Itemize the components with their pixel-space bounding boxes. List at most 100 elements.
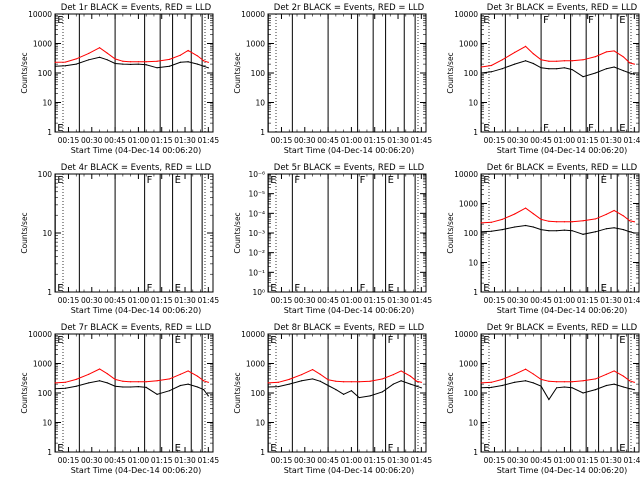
events-point bbox=[114, 62, 116, 65]
lld-point bbox=[501, 59, 503, 61]
y-tick-label: 100 bbox=[251, 69, 266, 78]
events-point bbox=[98, 380, 101, 382]
lld-point bbox=[556, 381, 558, 383]
segment-marker-label: F bbox=[388, 335, 394, 346]
events-point bbox=[196, 386, 199, 388]
series-events-line bbox=[55, 380, 209, 397]
lld-point bbox=[622, 215, 625, 217]
events-point bbox=[122, 63, 124, 65]
events-point bbox=[106, 59, 108, 61]
events-point bbox=[319, 380, 321, 382]
lld-point bbox=[480, 222, 482, 224]
lld-point bbox=[514, 51, 516, 53]
events-point bbox=[122, 386, 124, 388]
events-point bbox=[130, 386, 132, 388]
events-point bbox=[540, 385, 542, 387]
lld-point bbox=[381, 378, 384, 380]
events-point bbox=[64, 387, 66, 389]
y-tick-label: 10000 bbox=[241, 10, 265, 19]
panel-9: Det 9r BLACK = Events, RED = LLD 1 10 100 10… bbox=[446, 323, 640, 475]
events-point bbox=[548, 398, 550, 401]
x-tick-label: 01:30 bbox=[174, 136, 196, 145]
lld-point bbox=[629, 220, 631, 222]
y-tick-label: 10⁻⁵ bbox=[248, 190, 265, 199]
lld-point bbox=[514, 213, 516, 215]
events-point bbox=[613, 66, 615, 68]
events-point bbox=[288, 383, 290, 385]
x-tick-label: 01:45 bbox=[624, 136, 640, 145]
x-tick-label: 01:00 bbox=[128, 136, 150, 145]
lld-point bbox=[187, 370, 189, 372]
lld-point bbox=[400, 370, 402, 372]
events-point bbox=[137, 63, 140, 65]
lld-point bbox=[196, 375, 199, 377]
x-tick-label: 01:15 bbox=[151, 136, 173, 145]
events-point bbox=[622, 229, 625, 231]
lld-point bbox=[64, 61, 66, 63]
segment-marker-label: F bbox=[147, 175, 153, 186]
lld-point bbox=[358, 381, 360, 383]
lld-point bbox=[288, 378, 290, 380]
x-tick-label: 01:00 bbox=[341, 296, 363, 305]
lld-point bbox=[122, 60, 124, 62]
events-point bbox=[514, 381, 516, 383]
events-point bbox=[343, 393, 345, 395]
events-point bbox=[54, 388, 56, 390]
y-tick-label: 100 bbox=[38, 69, 53, 78]
y-tick-label: 1 bbox=[260, 448, 265, 457]
lld-point bbox=[106, 373, 108, 375]
lld-point bbox=[301, 374, 303, 376]
segment-marker-label: E bbox=[175, 335, 181, 346]
y-axis-label: Counts/sec bbox=[20, 212, 29, 253]
x-tick-label: 00:15 bbox=[58, 296, 80, 305]
x-axis-label: Start Time (04-Dec-14 00:06:20) bbox=[497, 466, 628, 475]
lld-point bbox=[203, 60, 205, 62]
events-point bbox=[114, 385, 116, 387]
y-tick-label: 100 bbox=[38, 170, 53, 179]
x-tick-label: 01:45 bbox=[411, 456, 433, 465]
x-tick-label: 01:15 bbox=[577, 136, 599, 145]
y-tick-label: 10⁻² bbox=[248, 249, 265, 258]
events-point bbox=[563, 386, 566, 388]
lld-point bbox=[582, 59, 584, 61]
events-point bbox=[514, 226, 516, 228]
panel-5: Det 5r BLACK = Events, RED = LLD 10⁰ 10⁻¹ 1… bbox=[233, 163, 432, 315]
segment-marker-label: E bbox=[57, 15, 63, 26]
events-point bbox=[563, 67, 566, 69]
events-point bbox=[277, 385, 279, 388]
panel-6: Det 6r BLACK = Events, RED = LLD 1 10 100 10… bbox=[446, 163, 640, 315]
x-tick-label: 00:45 bbox=[530, 456, 552, 465]
events-point bbox=[267, 386, 269, 388]
events-point bbox=[168, 65, 171, 67]
lld-point bbox=[137, 61, 140, 63]
lld-point bbox=[605, 373, 607, 375]
lld-point bbox=[501, 378, 503, 380]
x-tick-label: 01:30 bbox=[387, 296, 409, 305]
lld-point bbox=[582, 220, 584, 222]
events-point bbox=[187, 61, 189, 63]
y-tick-label: 1000 bbox=[246, 360, 265, 369]
events-point bbox=[179, 384, 181, 387]
x-tick-label: 01:30 bbox=[387, 456, 409, 465]
events-point bbox=[145, 386, 147, 388]
lld-point bbox=[556, 60, 558, 62]
panel-1: Det 1r BLACK = Events, RED = LLD 1 10 100 10… bbox=[20, 3, 219, 155]
events-point bbox=[633, 389, 635, 391]
x-tick-label: 00:15 bbox=[271, 296, 293, 305]
series-lld-line bbox=[55, 368, 209, 384]
y-tick-label: 10000 bbox=[454, 170, 478, 179]
y-tick-label: 10000 bbox=[28, 330, 52, 339]
segment-marker-label: E bbox=[483, 443, 489, 454]
x-tick-label: 01:30 bbox=[174, 456, 196, 465]
events-point bbox=[480, 387, 482, 389]
segment-marker-label: E bbox=[270, 335, 276, 346]
x-tick-label: 00:15 bbox=[484, 296, 506, 305]
lld-point bbox=[633, 381, 635, 383]
y-tick-label: 100 bbox=[464, 69, 479, 78]
x-tick-label: 01:45 bbox=[198, 456, 220, 465]
lld-point bbox=[392, 374, 394, 376]
lld-point bbox=[420, 381, 422, 383]
series-events-line bbox=[268, 378, 422, 399]
panel-4: Det 4r BLACK = Events, RED = LLD 1 10 100 00… bbox=[20, 163, 219, 315]
panel-8: Det 8r BLACK = Events, RED = LLD 1 10 100 10… bbox=[233, 323, 432, 475]
